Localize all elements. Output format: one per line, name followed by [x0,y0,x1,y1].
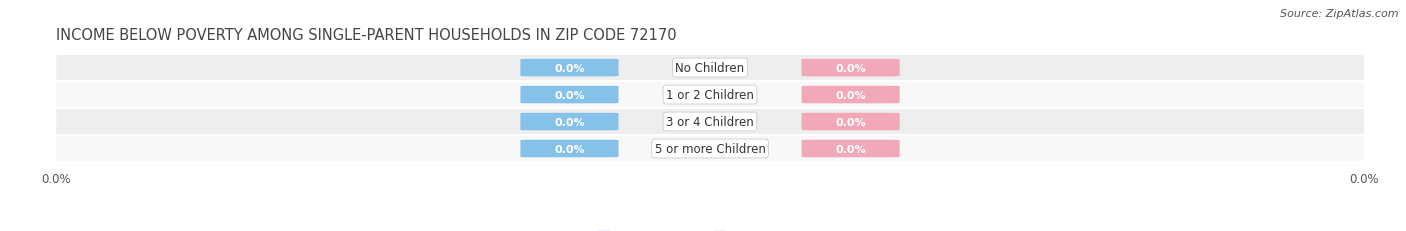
FancyBboxPatch shape [520,140,619,158]
Text: 0.0%: 0.0% [835,117,866,127]
FancyBboxPatch shape [520,113,619,131]
FancyBboxPatch shape [520,86,619,104]
Text: 0.0%: 0.0% [835,144,866,154]
Legend: Single Father, Single Mother: Single Father, Single Mother [598,230,823,231]
FancyBboxPatch shape [56,55,1364,82]
Text: 0.0%: 0.0% [554,117,585,127]
Text: 5 or more Children: 5 or more Children [655,142,765,155]
FancyBboxPatch shape [56,136,1364,162]
Text: INCOME BELOW POVERTY AMONG SINGLE-PARENT HOUSEHOLDS IN ZIP CODE 72170: INCOME BELOW POVERTY AMONG SINGLE-PARENT… [56,28,676,43]
Text: 0.0%: 0.0% [554,90,585,100]
Text: 1 or 2 Children: 1 or 2 Children [666,89,754,102]
FancyBboxPatch shape [56,109,1364,135]
FancyBboxPatch shape [520,60,619,77]
FancyBboxPatch shape [56,82,1364,108]
FancyBboxPatch shape [801,86,900,104]
FancyBboxPatch shape [801,140,900,158]
Text: 0.0%: 0.0% [554,144,585,154]
Text: 0.0%: 0.0% [835,63,866,73]
Text: 0.0%: 0.0% [835,90,866,100]
Text: 3 or 4 Children: 3 or 4 Children [666,116,754,128]
FancyBboxPatch shape [801,113,900,131]
Text: 0.0%: 0.0% [554,63,585,73]
Text: Source: ZipAtlas.com: Source: ZipAtlas.com [1281,9,1399,19]
Text: No Children: No Children [675,62,745,75]
FancyBboxPatch shape [801,60,900,77]
